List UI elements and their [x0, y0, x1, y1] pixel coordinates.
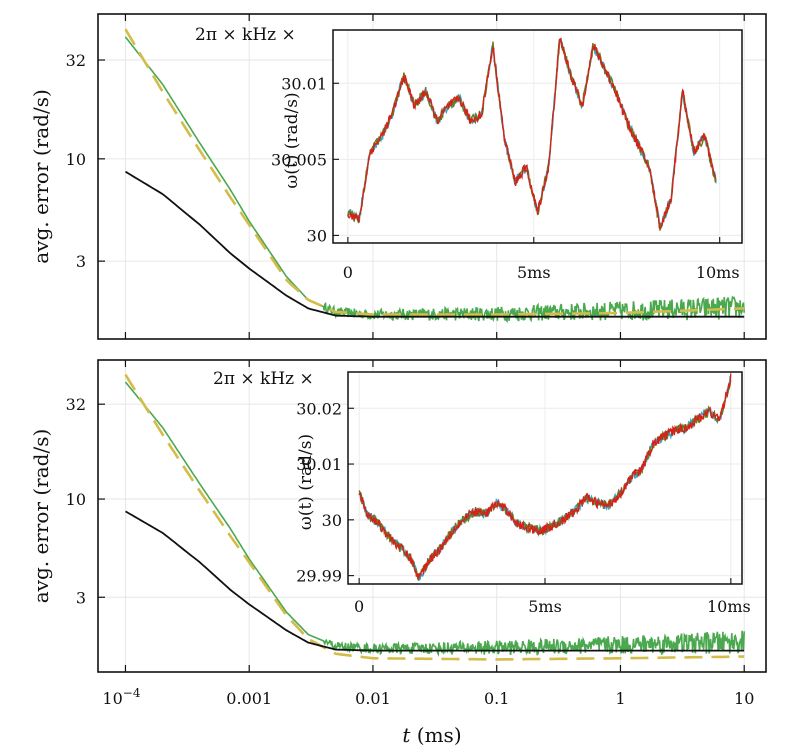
- series-line-1: [124, 373, 745, 661]
- inset-y-tick-label: 30.02: [296, 399, 342, 418]
- plot-frame: [97, 359, 767, 673]
- inset-y-axis-title: ω(t) (rad/s): [296, 434, 316, 530]
- inset-x-tick-label: 5ms: [517, 263, 551, 282]
- series-line-2: [125, 510, 745, 652]
- inset-trace-2: [347, 37, 717, 230]
- bottom-panel: 3 10 32 10−4 0.001 0.01 0.1 1 10 t (ms) avg. error…: [29, 359, 767, 747]
- plot-frame: [97, 13, 767, 340]
- inset-y-tick-label: 30.005: [271, 150, 327, 169]
- inset-x-tick-label: 5ms: [528, 597, 562, 616]
- x-tick-label: 1: [615, 689, 625, 708]
- y-tick-label: 3: [76, 588, 86, 607]
- inset-y-axis-title: ω(t) (rad/s): [282, 92, 302, 188]
- x-tick-label: 10: [734, 689, 754, 708]
- inset-unit-title: 2π × kHz ×: [195, 25, 296, 45]
- inset-x-tick-label: 0: [343, 263, 353, 282]
- y-tick-label: 32: [66, 51, 86, 70]
- top-panel: 3 10 32 avg. error (rad/s) 30 30.005 30.01 0 5ms…: [29, 13, 767, 340]
- x-tick-label: 0.001: [226, 689, 272, 708]
- inset-x-tick-label: 10ms: [696, 263, 740, 282]
- y-axis-title: avg. error (rad/s): [29, 429, 53, 604]
- inset-x-tick-label: 0: [354, 597, 364, 616]
- y-axis-title: avg. error (rad/s): [29, 89, 53, 264]
- inset-y-tick-label: 30: [322, 511, 342, 530]
- inset-y-tick-label: 30.01: [296, 455, 342, 474]
- series-line-0: [124, 36, 745, 324]
- series-line-2: [125, 170, 745, 318]
- inset-frame: [332, 29, 743, 244]
- inset-y-tick-label: 29.99: [296, 567, 342, 586]
- y-tick-label: 32: [66, 395, 86, 414]
- x-axis-title: t (ms): [402, 723, 461, 747]
- inset-unit-title: 2π × kHz ×: [213, 369, 314, 389]
- y-tick-label: 10: [66, 490, 86, 509]
- y-tick-label: 3: [76, 252, 86, 271]
- y-tick-label: 10: [66, 150, 86, 169]
- x-tick-label: 0.1: [484, 689, 509, 708]
- series-line-1: [124, 28, 745, 316]
- inset-y-tick-label: 30: [307, 226, 327, 245]
- inset-trace-2: [358, 373, 732, 580]
- x-tick-label: 10−4: [102, 686, 140, 708]
- inset-y-tick-label: 30.01: [281, 74, 327, 93]
- inset-x-tick-label: 10ms: [707, 597, 751, 616]
- x-tick-label: 0.01: [355, 689, 391, 708]
